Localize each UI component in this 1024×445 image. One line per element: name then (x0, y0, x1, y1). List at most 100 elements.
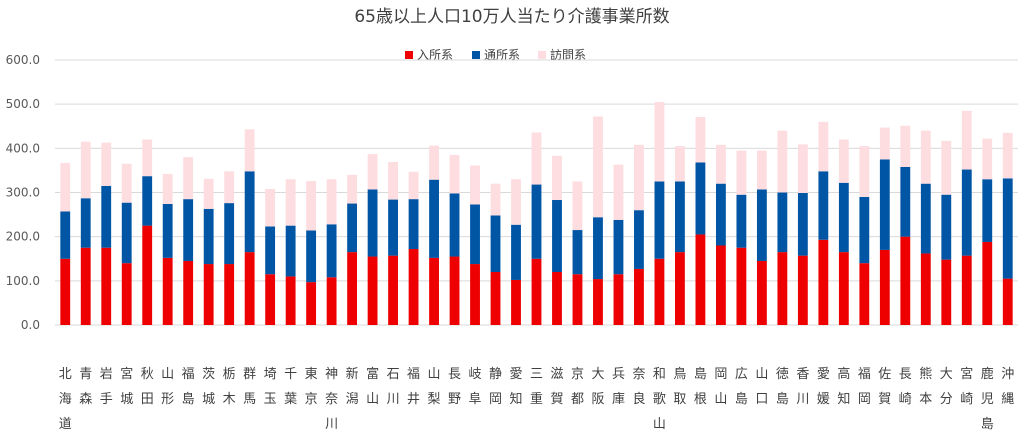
x-tick-label: 大阪 (591, 367, 604, 407)
bar-segment (121, 263, 132, 325)
bar-segment (162, 203, 173, 258)
x-tick-label: 鳥取 (673, 367, 686, 407)
bar-segment (593, 217, 603, 280)
bar-segment (347, 252, 358, 325)
bar-segment (900, 166, 911, 237)
bar-segment (470, 165, 480, 205)
legend-swatch (538, 51, 546, 59)
bar-segment (326, 277, 337, 325)
legend-label: 通所系 (484, 48, 520, 62)
bar-segment (715, 144, 726, 184)
bar-segment (818, 239, 829, 325)
bar-segment (265, 274, 276, 325)
bar-segment (838, 182, 849, 253)
bar-segment (162, 257, 173, 325)
bar-segment (121, 202, 132, 264)
bar-segment (142, 139, 153, 177)
bar-segment (777, 252, 788, 325)
x-tick-label: 京都 (571, 367, 584, 407)
x-tick-label: 岡山 (714, 367, 727, 407)
bar-segment (859, 146, 870, 197)
bar-segment (982, 241, 993, 325)
bar-segment (961, 255, 972, 325)
y-tick-label: 500.0 (6, 97, 40, 111)
x-tick-label: 熊本 (919, 366, 932, 407)
legend-label: 訪問系 (550, 47, 586, 62)
bar-segment (900, 236, 911, 325)
bar-segment (306, 230, 317, 283)
x-tick-label: 山梨 (428, 367, 441, 407)
bar-segment (285, 179, 296, 226)
bar-segment (695, 116, 706, 163)
bar-segment (367, 189, 378, 257)
bar-segment (879, 159, 890, 250)
x-tick-label: 東京 (305, 366, 318, 407)
x-tick-label: 山形 (161, 367, 174, 407)
x-tick-label: 岩手 (100, 367, 113, 407)
bar-segment (285, 276, 296, 325)
bar-segment (654, 181, 665, 259)
x-tick-label: 愛知 (510, 367, 523, 407)
bar-segment (347, 203, 358, 253)
bar-segment (429, 179, 439, 258)
bar-segment (388, 199, 398, 256)
bar-segment (511, 279, 521, 325)
bar-segment (572, 181, 583, 231)
chart-title: 65歳以上人口10万人当たり介護事業所数 (354, 7, 669, 27)
legend-item: 通所系 (472, 48, 520, 62)
bar-segment (511, 179, 521, 225)
bar-segment (838, 139, 849, 183)
x-tick-label: 宮崎 (960, 366, 973, 407)
x-tick-label: 埼玉 (264, 367, 277, 407)
x-tick-label: 佐賀 (878, 367, 891, 407)
x-tick-label: 神奈川 (325, 367, 338, 432)
x-tick-label: 香川 (796, 367, 809, 407)
bar-segment (203, 178, 214, 209)
bar-segment (756, 260, 767, 325)
bar-segment (634, 144, 644, 211)
bar-segment (306, 282, 317, 325)
x-tick-label: 秋田 (141, 367, 154, 407)
bar-segment (244, 129, 255, 172)
bar-segment (285, 225, 296, 277)
x-tick-label: 鹿児島 (981, 366, 994, 432)
bar-segment (756, 189, 767, 261)
bar-segment (695, 234, 706, 325)
bar-segment (224, 203, 235, 265)
x-tick-label: 高知 (837, 366, 850, 407)
bar-segment (347, 174, 358, 204)
bar-segment (203, 264, 214, 325)
x-tick-label: 福井 (407, 367, 420, 407)
bar-segment (859, 196, 870, 264)
x-tick-label: 静岡 (489, 367, 502, 407)
bar-segment (429, 257, 439, 325)
bar-segment (859, 263, 870, 325)
bar-segment (203, 208, 214, 265)
legend-swatch (472, 51, 480, 59)
bar-segment (408, 249, 419, 325)
bar-segment (244, 171, 255, 253)
bar-segment (552, 272, 562, 325)
bar-segment (306, 181, 317, 231)
bar-segment (715, 245, 726, 325)
x-tick-label: 栃木 (223, 367, 236, 407)
bar-segment (797, 192, 808, 256)
bar-segment (470, 204, 480, 265)
bar-segment (183, 157, 194, 200)
legend-swatch (405, 51, 413, 59)
bar-segment (818, 171, 829, 240)
x-tick-label: 三重 (530, 367, 543, 407)
bar-segment (941, 140, 952, 195)
x-tick-label: 宮城 (120, 366, 133, 407)
bar-segment (408, 171, 419, 200)
x-tick-label: 富山 (366, 366, 379, 407)
bar-segment (183, 260, 194, 325)
bar-segment (736, 247, 747, 325)
bar-segment (961, 169, 972, 256)
bar-segment (634, 210, 644, 269)
x-tick-label: 奈良 (632, 367, 645, 407)
bar-segment (326, 224, 337, 278)
bar-segment (531, 132, 542, 185)
bar-segment (552, 155, 562, 201)
bar-segment (818, 121, 829, 172)
